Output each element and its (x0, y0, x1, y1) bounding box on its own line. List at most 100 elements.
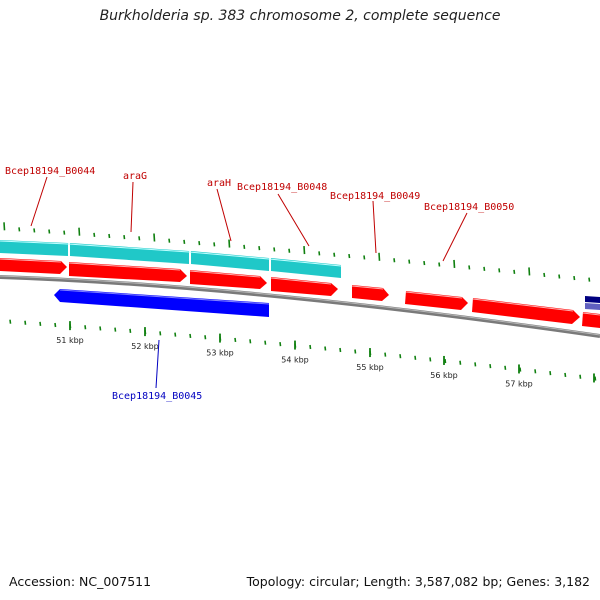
scale-tick (339, 347, 342, 353)
scale-tick (594, 376, 597, 381)
scale-tick (63, 230, 66, 235)
scale-tick (123, 235, 126, 240)
scale-tick (438, 262, 441, 267)
scale-tick (249, 339, 252, 344)
scale-tick (153, 233, 156, 242)
scale-tick (243, 244, 246, 249)
scale-tick (378, 252, 381, 261)
scale-tick (399, 354, 402, 359)
scale-tick (99, 326, 102, 331)
gene-label[interactable]: araG (123, 171, 147, 182)
scale-tick (528, 267, 531, 276)
scale-tick (519, 367, 522, 372)
scale-tick (264, 340, 267, 345)
scale-tick (414, 355, 417, 360)
scale-label: 53 kbp (206, 349, 234, 358)
chromosome-backbone (0, 275, 600, 338)
cds-arrow[interactable] (271, 277, 338, 296)
scale-tick (333, 252, 336, 257)
gene-segment[interactable] (191, 251, 269, 271)
scale-tick (573, 275, 576, 281)
scale-tick (258, 246, 261, 251)
cds-track (0, 258, 600, 328)
scale-tick (228, 239, 231, 248)
scale-tick (579, 374, 582, 379)
scale-tick (459, 360, 462, 365)
scale-tick (483, 266, 486, 272)
scale-tick (429, 357, 432, 362)
scale-tick (39, 321, 42, 326)
scale-tick (183, 239, 186, 244)
gene-segment[interactable] (271, 258, 341, 278)
scale-tick (138, 236, 141, 241)
scale-tick (24, 320, 27, 325)
scale-tick (189, 333, 192, 339)
scale-tick (549, 371, 552, 376)
scale-tick (9, 319, 12, 324)
scale-tick (78, 227, 81, 236)
scale-tick (48, 229, 51, 234)
scale-tick (168, 238, 171, 243)
scale-tick (3, 222, 6, 231)
scale-tick (174, 332, 177, 337)
scale-tick (444, 358, 447, 364)
gene-label[interactable]: Bcep18194_B0045 (112, 391, 202, 402)
scale-tick (213, 242, 216, 247)
gene-label[interactable]: araH (207, 178, 231, 189)
reverse-gene-arrow[interactable] (54, 289, 269, 317)
scale-tick (543, 272, 546, 278)
scale-label: 55 kbp (356, 363, 384, 372)
upper-scale (3, 222, 591, 282)
scale-tick (198, 241, 201, 246)
scale-tick (423, 260, 426, 266)
cds-arrow[interactable] (69, 262, 187, 282)
gene-labels-top: Bcep18194_B0044 araG araH Bcep18194_B004… (5, 166, 514, 262)
cds-arrow[interactable] (472, 298, 580, 324)
scale-label: 57 kbp (505, 379, 533, 388)
gene-label[interactable]: Bcep18194_B0049 (330, 191, 420, 202)
scale-tick (354, 349, 357, 354)
lower-scale: 51 kbp 52 kbp 53 kbp 54 kbp 55 kbp 56 kbp 57 k… (9, 319, 597, 388)
scale-tick (303, 246, 306, 255)
scale-tick (348, 253, 351, 259)
gene-label[interactable]: Bcep18194_B0044 (5, 166, 95, 177)
cds-arrow[interactable] (190, 270, 267, 289)
gene-segment[interactable] (0, 240, 68, 256)
scale-tick (114, 327, 117, 332)
cds-arrow[interactable] (405, 291, 468, 310)
cds-arrow[interactable] (0, 258, 67, 274)
scale-tick (489, 364, 492, 369)
scale-tick (588, 277, 591, 282)
cds-arrow[interactable] (582, 312, 600, 328)
gene-labels-bottom: Bcep18194_B0045 (112, 339, 202, 402)
scale-label: 54 kbp (281, 356, 309, 365)
scale-tick (129, 328, 132, 333)
scale-label: 51 kbp (56, 336, 84, 345)
scale-tick (273, 247, 276, 252)
scale-tick (288, 248, 291, 253)
scale-tick (93, 232, 96, 237)
scale-tick (363, 255, 366, 260)
scale-tick (558, 274, 561, 279)
scale-tick (513, 269, 516, 275)
scale-tick (54, 322, 57, 328)
topology-summary: Topology: circular; Length: 3,587,082 bp… (246, 574, 590, 589)
scale-tick (384, 352, 387, 357)
scale-tick (324, 346, 327, 351)
scale-tick (564, 372, 567, 378)
scale-tick (534, 369, 537, 374)
gene-label[interactable]: Bcep18194_B0048 (237, 182, 327, 193)
scale-tick (498, 268, 501, 273)
gene-segment[interactable] (70, 243, 189, 264)
scale-tick (159, 331, 162, 336)
scale-tick (408, 259, 411, 264)
scale-tick (504, 365, 507, 370)
scale-label: 52 kbp (131, 342, 159, 351)
scale-tick (309, 344, 312, 350)
scale-tick (84, 325, 87, 330)
gene-label[interactable]: Bcep18194_B0050 (424, 202, 514, 213)
accession-text: Accession: NC_007511 (9, 574, 152, 589)
other-feature[interactable] (585, 296, 600, 310)
scale-tick (33, 228, 36, 233)
